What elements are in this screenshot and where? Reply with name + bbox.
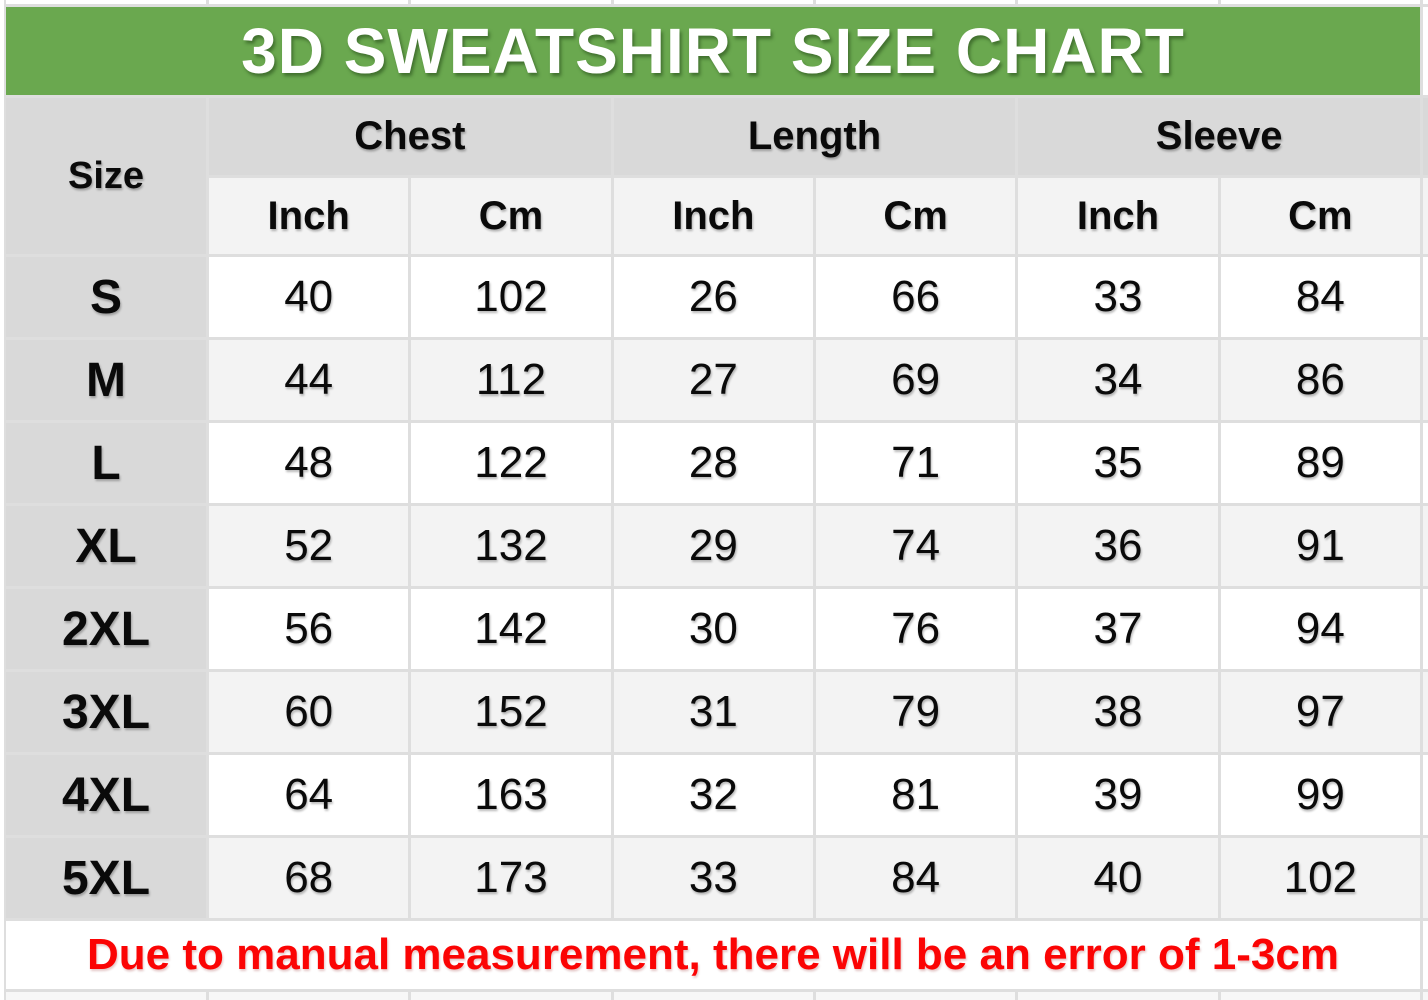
cell-value: 97 (1220, 672, 1420, 752)
cell-value: 81 (815, 755, 1016, 835)
unit-header-chest-cm: Cm (411, 178, 611, 254)
cell-value: 122 (411, 423, 611, 503)
cell-value: 33 (613, 838, 813, 918)
unit-header-chest-inch: Inch (209, 178, 409, 254)
unit-header-sleeve-inch: Inch (1018, 178, 1218, 254)
cell-value: 99 (1220, 755, 1420, 835)
cell-value: 142 (411, 589, 611, 669)
column-group-chest: Chest (209, 98, 611, 175)
right-edge-cell (1422, 589, 1428, 669)
top-edge-cell (209, 0, 409, 4)
cell-value: 32 (613, 755, 813, 835)
bottom-edge-cell (1018, 992, 1218, 1000)
top-edge-cell (411, 0, 611, 4)
cell-value: 84 (815, 838, 1016, 918)
right-edge-cell (1422, 838, 1428, 918)
bottom-edge-cell (411, 992, 611, 1000)
right-edge-cell (1422, 755, 1428, 835)
row-size-label: 3XL (6, 672, 206, 752)
cell-value: 37 (1018, 589, 1218, 669)
cell-value: 26 (613, 257, 813, 337)
unit-header-length-inch: Inch (613, 178, 813, 254)
cell-value: 69 (815, 340, 1016, 420)
top-edge-cell (815, 0, 1016, 4)
cell-value: 64 (209, 755, 409, 835)
unit-header-sleeve-cm: Cm (1220, 178, 1420, 254)
right-edge-cell (1422, 178, 1428, 254)
right-edge-cell (1422, 7, 1428, 95)
cell-value: 89 (1220, 423, 1420, 503)
cell-value: 79 (815, 672, 1016, 752)
cell-value: 48 (209, 423, 409, 503)
top-edge-cell (6, 0, 206, 4)
right-edge-cell (1422, 672, 1428, 752)
column-group-sleeve: Sleeve (1018, 98, 1420, 175)
right-edge-cell (1422, 506, 1428, 586)
cell-value: 40 (209, 257, 409, 337)
unit-header-length-cm: Cm (815, 178, 1016, 254)
bottom-edge-cell (613, 992, 813, 1000)
bottom-edge-cell (209, 992, 409, 1000)
right-edge-cell (1422, 423, 1428, 503)
right-edge-cell (1422, 98, 1428, 175)
cell-value: 71 (815, 423, 1016, 503)
cell-value: 40 (1018, 838, 1218, 918)
top-edge-cell (1220, 0, 1420, 4)
cell-value: 29 (613, 506, 813, 586)
top-edge-cell (1018, 0, 1218, 4)
cell-value: 84 (1220, 257, 1420, 337)
row-size-label: 5XL (6, 838, 206, 918)
cell-value: 56 (209, 589, 409, 669)
row-size-label: XL (6, 506, 206, 586)
cell-value: 112 (411, 340, 611, 420)
chart-title: 3D SWEATSHIRT SIZE CHART (6, 7, 1420, 95)
size-chart-table: 3D SWEATSHIRT SIZE CHART Size Chest Leng… (4, 0, 1428, 1000)
cell-value: 44 (209, 340, 409, 420)
bottom-edge-cell (1220, 992, 1420, 1000)
cell-value: 28 (613, 423, 813, 503)
top-edge-cell (1422, 0, 1428, 4)
right-edge-cell (1422, 257, 1428, 337)
cell-value: 94 (1220, 589, 1420, 669)
cell-value: 35 (1018, 423, 1218, 503)
cell-value: 36 (1018, 506, 1218, 586)
right-edge-cell (1422, 921, 1428, 989)
row-size-label: 2XL (6, 589, 206, 669)
cell-value: 68 (209, 838, 409, 918)
bottom-edge-cell (1422, 992, 1428, 1000)
cell-value: 52 (209, 506, 409, 586)
bottom-edge-cell (6, 992, 206, 1000)
column-header-size: Size (6, 98, 206, 254)
row-size-label: S (6, 257, 206, 337)
cell-value: 163 (411, 755, 611, 835)
row-size-label: L (6, 423, 206, 503)
top-edge-cell (613, 0, 813, 4)
cell-value: 60 (209, 672, 409, 752)
cell-value: 38 (1018, 672, 1218, 752)
cell-value: 152 (411, 672, 611, 752)
measurement-note: Due to manual measurement, there will be… (6, 921, 1420, 989)
bottom-edge-cell (815, 992, 1016, 1000)
cell-value: 66 (815, 257, 1016, 337)
cell-value: 102 (411, 257, 611, 337)
cell-value: 86 (1220, 340, 1420, 420)
cell-value: 91 (1220, 506, 1420, 586)
cell-value: 102 (1220, 838, 1420, 918)
cell-value: 27 (613, 340, 813, 420)
cell-value: 30 (613, 589, 813, 669)
cell-value: 132 (411, 506, 611, 586)
cell-value: 76 (815, 589, 1016, 669)
right-edge-cell (1422, 340, 1428, 420)
cell-value: 39 (1018, 755, 1218, 835)
column-group-length: Length (613, 98, 1016, 175)
cell-value: 74 (815, 506, 1016, 586)
row-size-label: M (6, 340, 206, 420)
cell-value: 31 (613, 672, 813, 752)
cell-value: 33 (1018, 257, 1218, 337)
row-size-label: 4XL (6, 755, 206, 835)
cell-value: 34 (1018, 340, 1218, 420)
cell-value: 173 (411, 838, 611, 918)
